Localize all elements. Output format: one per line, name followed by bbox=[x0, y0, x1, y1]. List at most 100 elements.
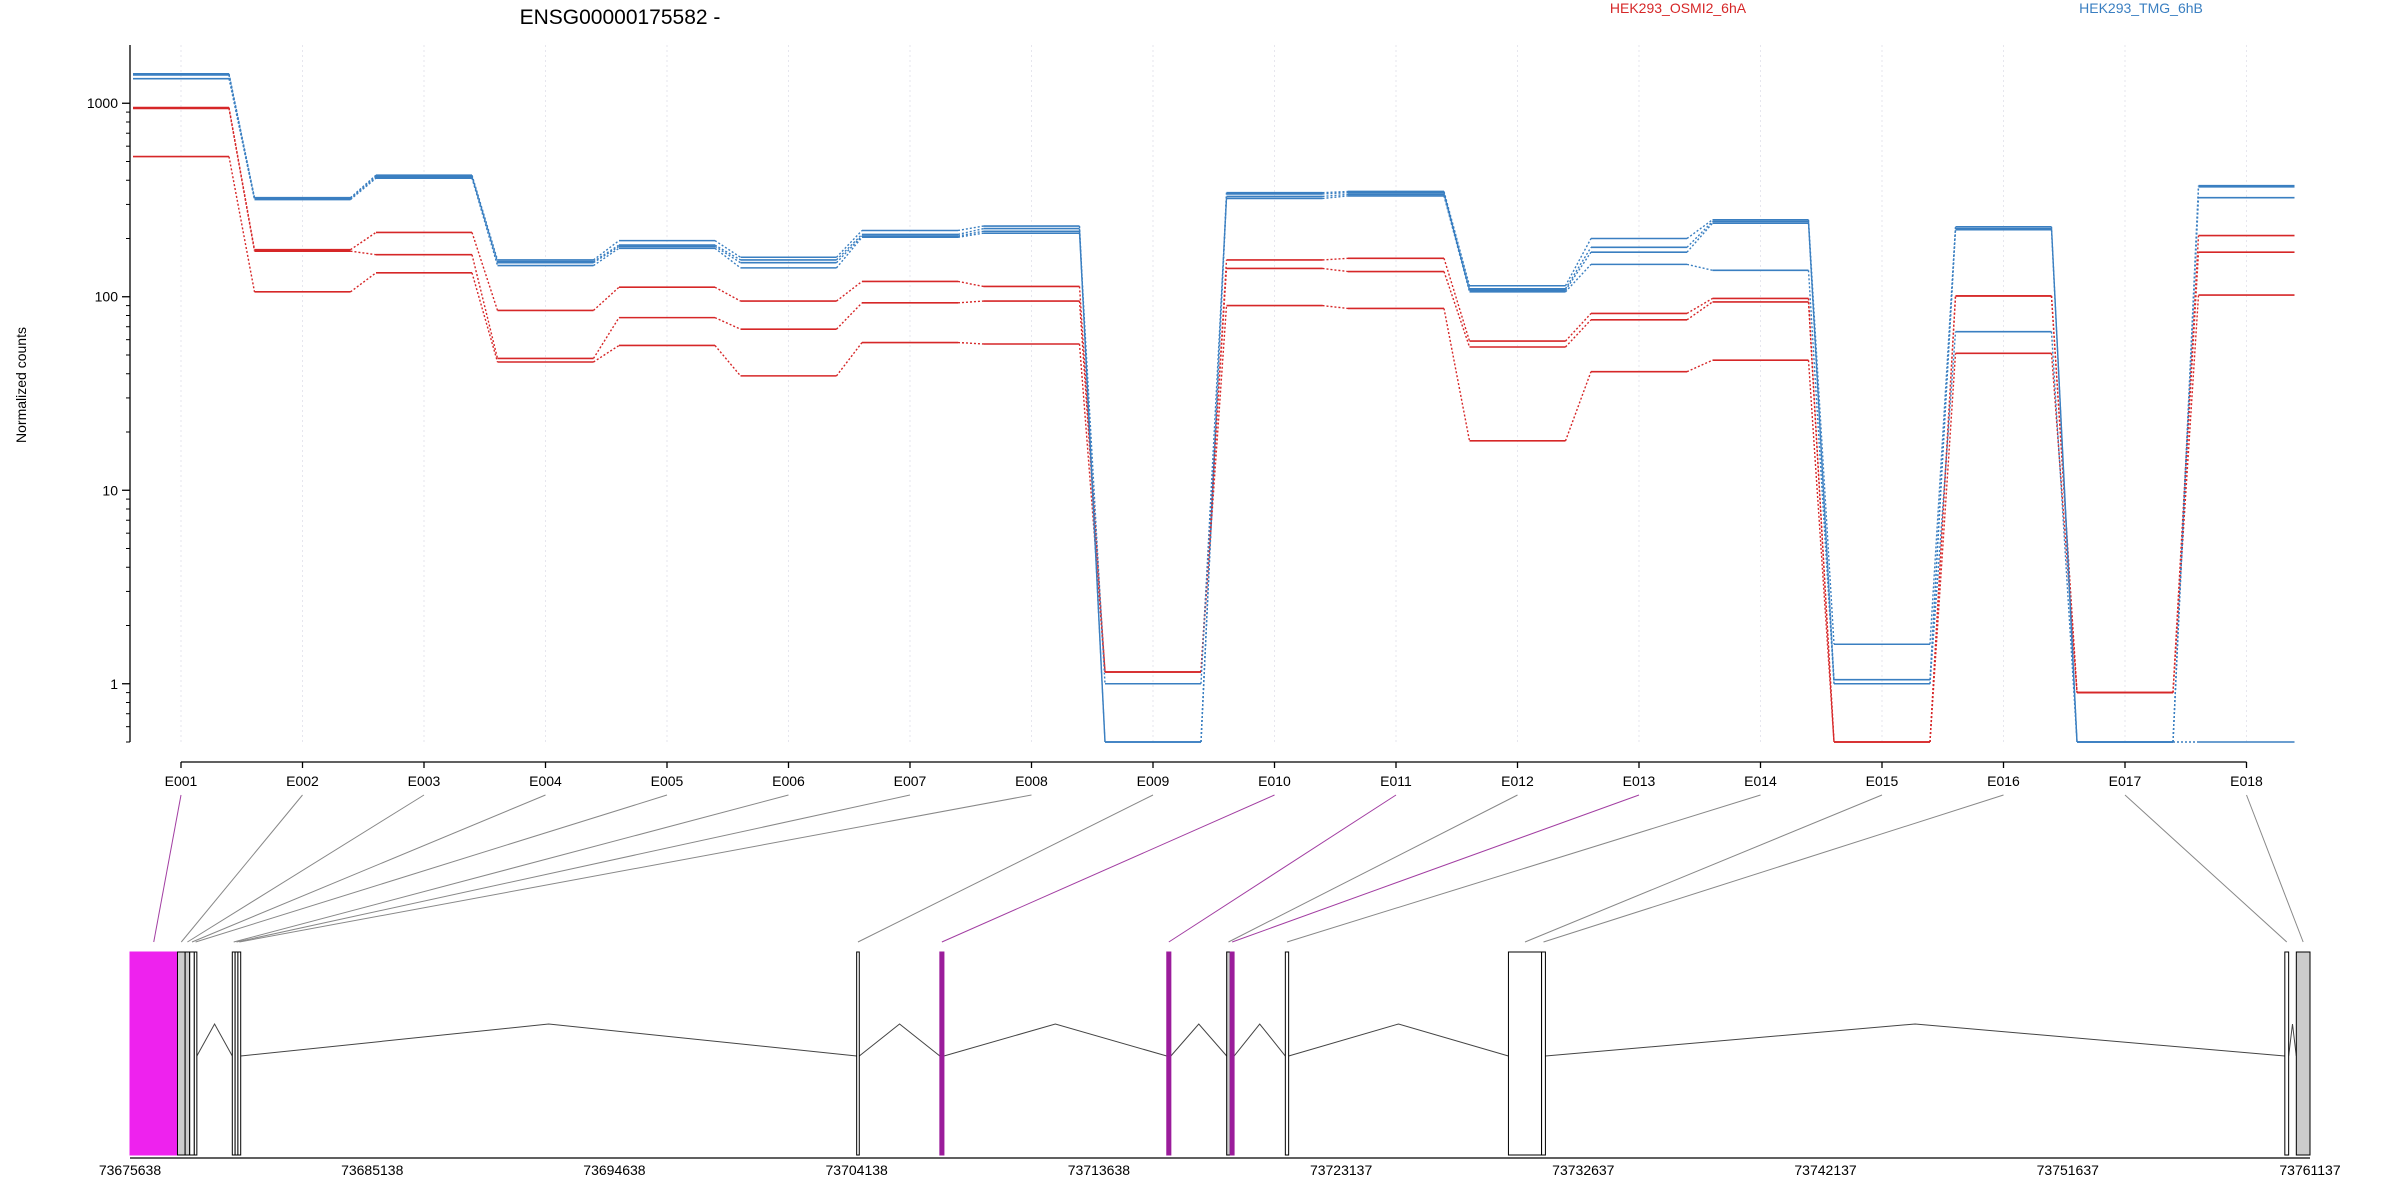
series-connector bbox=[350, 250, 377, 256]
series-connector bbox=[1564, 251, 1592, 291]
series-connector bbox=[1564, 238, 1592, 287]
series-connector bbox=[1322, 191, 1349, 195]
exon-connector bbox=[1232, 794, 1640, 943]
y-tick-label: 10 bbox=[102, 482, 118, 498]
gene-tick-label: 73761137 bbox=[2279, 1162, 2340, 1178]
exon-connector bbox=[2246, 794, 2304, 943]
series-connector bbox=[228, 108, 256, 252]
series-layer bbox=[133, 72, 2295, 743]
series-connector bbox=[1443, 194, 1471, 291]
gene-tick-label: 73723137 bbox=[1310, 1162, 1373, 1178]
intron-line bbox=[1170, 1023, 1228, 1057]
grid-lines bbox=[180, 45, 2247, 742]
intron-line bbox=[240, 1023, 857, 1057]
series-connector bbox=[957, 227, 984, 236]
series-connector bbox=[1686, 297, 1713, 315]
y-tick-label: 1000 bbox=[87, 95, 118, 111]
series-line bbox=[133, 77, 2295, 743]
x-tick-label: E014 bbox=[1744, 773, 1777, 789]
series-connector bbox=[1564, 319, 1592, 348]
exon-connector bbox=[941, 794, 1275, 943]
y-axis: 1 10 100 1000 bbox=[87, 45, 131, 743]
series-connector bbox=[1686, 263, 1713, 271]
exon-box bbox=[184, 951, 191, 1156]
series-line bbox=[133, 106, 2295, 743]
series-connector bbox=[1078, 231, 1106, 743]
series-connector bbox=[1078, 233, 1106, 684]
x-tick-label: E012 bbox=[1501, 773, 1534, 789]
gene-tick-label: 73704138 bbox=[826, 1162, 889, 1178]
series-connector bbox=[714, 316, 741, 330]
gene-tick-label: 73713638 bbox=[1068, 1162, 1131, 1178]
series-connector bbox=[471, 176, 499, 263]
series-connector bbox=[1078, 343, 1106, 673]
exon-box bbox=[1166, 951, 1172, 1156]
series-connector bbox=[835, 235, 863, 264]
series-connector bbox=[1200, 196, 1228, 743]
series-connector bbox=[1443, 195, 1471, 293]
series-connector bbox=[2050, 353, 2078, 693]
series-connector bbox=[1807, 219, 1835, 645]
intron-line bbox=[1233, 1023, 1286, 1057]
series-connector bbox=[1443, 308, 1471, 441]
series-connector bbox=[592, 317, 620, 359]
series-connector bbox=[228, 74, 256, 200]
series-connector bbox=[471, 232, 499, 311]
x-tick-label: E004 bbox=[529, 773, 562, 789]
x-tick-label: E007 bbox=[894, 773, 927, 789]
series-connector bbox=[1686, 220, 1713, 248]
exon-box bbox=[2284, 951, 2290, 1156]
series-line bbox=[133, 107, 2295, 743]
exon-box bbox=[1507, 951, 1543, 1156]
series-connector bbox=[2172, 295, 2200, 693]
series-connector bbox=[1322, 267, 1349, 273]
series-connector bbox=[714, 240, 741, 258]
exon-connector bbox=[187, 794, 425, 943]
series-connector bbox=[1929, 295, 1957, 743]
intron-line bbox=[1545, 1023, 2285, 1057]
series-connector bbox=[1807, 301, 1835, 743]
series-line bbox=[133, 72, 2295, 743]
exon-box bbox=[189, 951, 195, 1156]
legend-entry: HEK293_OSMI2_6hA bbox=[1610, 0, 1747, 16]
x-tick-label: E003 bbox=[408, 773, 441, 789]
x-tick-label: E013 bbox=[1623, 773, 1656, 789]
series-connector bbox=[835, 302, 863, 330]
series-connector bbox=[228, 156, 256, 292]
exon-box bbox=[1229, 951, 1235, 1156]
series-connector bbox=[1322, 195, 1349, 200]
exon-box bbox=[1284, 951, 1290, 1156]
intron-line bbox=[196, 1022, 233, 1057]
series-connector bbox=[714, 244, 741, 261]
series-connector bbox=[836, 280, 863, 302]
series-connector bbox=[1200, 198, 1228, 684]
series-line bbox=[133, 155, 2295, 743]
series-connector bbox=[593, 286, 620, 311]
exon-connector bbox=[1524, 794, 1883, 943]
gene-model: 73675638 73685138 73694638 73704138 73713638… bbox=[99, 951, 2341, 1178]
y-tick-label: 100 bbox=[95, 289, 119, 305]
x-tick-label: E010 bbox=[1258, 773, 1291, 789]
intron-line bbox=[943, 1023, 1167, 1057]
exon-box bbox=[856, 951, 860, 1156]
series-connector bbox=[714, 286, 741, 302]
series-connector bbox=[228, 107, 256, 250]
series-connector bbox=[1686, 359, 1713, 373]
series-connector bbox=[2050, 331, 2078, 743]
series-connector bbox=[957, 280, 984, 288]
series-connector bbox=[957, 232, 984, 238]
exon-connector bbox=[180, 794, 303, 943]
series-connector bbox=[593, 344, 620, 363]
series-connector bbox=[957, 225, 984, 232]
series-connector bbox=[714, 245, 741, 264]
exon-connector bbox=[195, 794, 668, 943]
gene-tick-label: 73675638 bbox=[99, 1162, 162, 1178]
y-axis-label: Normalized counts bbox=[13, 327, 29, 443]
series-connector bbox=[1322, 257, 1349, 261]
x-tick-label: E018 bbox=[2230, 773, 2263, 789]
series-connector bbox=[1564, 371, 1592, 442]
legend: HEK293_OSMI2_6hA HEK293_TMG_6hB bbox=[1610, 0, 2203, 16]
y-tick-label: 1 bbox=[110, 676, 118, 692]
exon-connector bbox=[1286, 794, 1761, 943]
